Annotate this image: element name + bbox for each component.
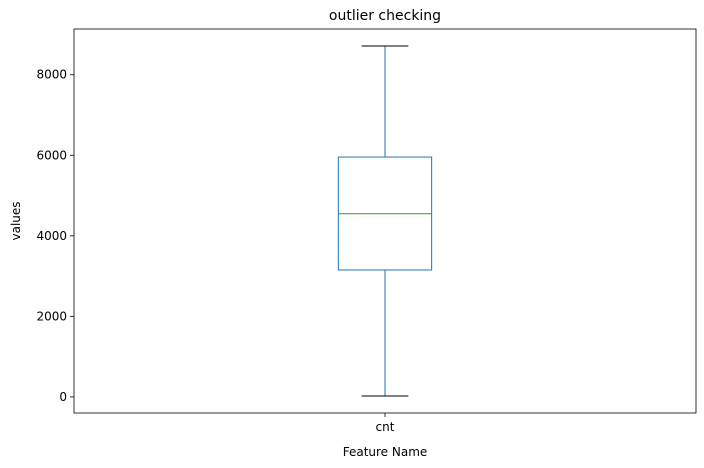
box-cnt	[337, 45, 433, 397]
y-tick-label: 4000	[36, 229, 67, 243]
x-axis-ticks: cnt	[376, 413, 395, 434]
chart-title: outlier checking	[329, 8, 441, 24]
x-axis-label: Feature Name	[343, 445, 428, 459]
y-axis-label: values	[9, 201, 23, 240]
plot-frame	[73, 28, 697, 414]
y-tick-label: 2000	[36, 309, 67, 323]
y-tick-label: 0	[59, 390, 67, 404]
y-tick-label: 6000	[36, 148, 67, 162]
x-tick-label: cnt	[376, 420, 395, 434]
y-axis-ticks: 0 2000 4000 6000 8000	[36, 68, 74, 404]
y-tick-label: 8000	[36, 68, 67, 82]
box-series	[337, 45, 433, 397]
